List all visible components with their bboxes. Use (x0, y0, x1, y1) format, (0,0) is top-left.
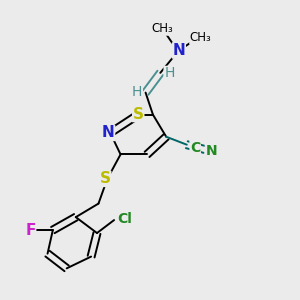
Text: N: N (172, 43, 185, 58)
Text: H: H (132, 85, 142, 99)
Text: C: C (190, 141, 200, 154)
Text: F: F (25, 223, 36, 238)
Text: N: N (102, 125, 115, 140)
Text: S: S (133, 106, 144, 122)
Text: S: S (100, 171, 111, 186)
Text: H: H (164, 66, 175, 80)
Text: CH₃: CH₃ (190, 31, 212, 44)
Text: CH₃: CH₃ (151, 22, 173, 35)
Text: N: N (206, 144, 217, 158)
Text: Cl: Cl (117, 212, 132, 226)
